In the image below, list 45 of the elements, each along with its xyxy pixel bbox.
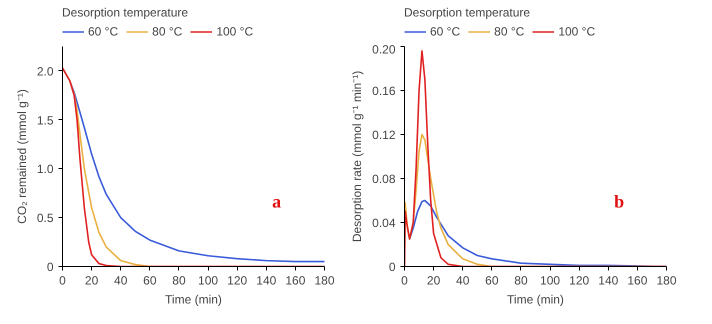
x-tick-label: 40 <box>456 274 470 288</box>
annotation: b <box>614 192 624 212</box>
x-tick-label: 120 <box>227 274 248 288</box>
legend-label: 80 °C <box>152 24 182 38</box>
legend-label: 60 °C <box>88 24 118 38</box>
legend-label: 60 °C <box>430 24 460 38</box>
y-tick-label: 0.08 <box>372 172 396 186</box>
x-tick-label: 80 <box>514 274 528 288</box>
y-tick-label: 0.12 <box>372 128 396 142</box>
x-tick-label: 160 <box>627 274 648 288</box>
x-axis-title: Time (min) <box>165 292 222 306</box>
x-tick-label: 160 <box>285 274 306 288</box>
x-tick-label: 180 <box>314 274 335 288</box>
y-axis-title: Desorption rate (mmol g⁻¹ min⁻¹) <box>350 70 364 242</box>
y-tick-label: 0.04 <box>372 216 396 230</box>
x-tick-label: 80 <box>172 274 186 288</box>
legend-label: 80 °C <box>494 24 524 38</box>
y-tick-label: 0 <box>388 260 396 274</box>
y-tick-label: 0.16 <box>372 84 396 98</box>
legend-title: Desorption temperature <box>62 6 190 20</box>
y-tick-label: 1.5 <box>36 113 54 128</box>
y-tick-label: 0 <box>46 260 54 274</box>
x-tick-label: 140 <box>256 274 277 288</box>
annotation: a <box>272 192 282 212</box>
legend-label: 100 °C <box>216 24 254 38</box>
x-tick-label: 0 <box>59 274 66 288</box>
x-tick-label: 40 <box>114 274 128 288</box>
x-tick-label: 20 <box>426 274 441 288</box>
x-tick-label: 100 <box>540 274 560 288</box>
x-tick-label: 0 <box>401 274 408 288</box>
x-axis-title: Time (min) <box>507 292 564 306</box>
x-tick-label: 100 <box>198 274 218 288</box>
legend-title: Desorption temperature <box>404 6 532 20</box>
y-tick-label: 0.5 <box>36 211 54 226</box>
x-tick-label: 60 <box>143 274 157 288</box>
x-tick-label: 180 <box>656 274 677 288</box>
y-axis-title: CO₂ remained (mmol g⁻¹) <box>14 89 29 224</box>
legend-label: 100 °C <box>558 24 596 38</box>
y-tick-label: 2.0 <box>36 64 54 78</box>
y-tick-label: 0.20 <box>372 42 396 56</box>
x-tick-label: 120 <box>569 274 590 288</box>
x-tick-label: 60 <box>485 274 499 288</box>
x-tick-label: 20 <box>84 274 99 288</box>
y-tick-label: 1.0 <box>36 162 54 176</box>
x-tick-label: 140 <box>598 274 619 288</box>
